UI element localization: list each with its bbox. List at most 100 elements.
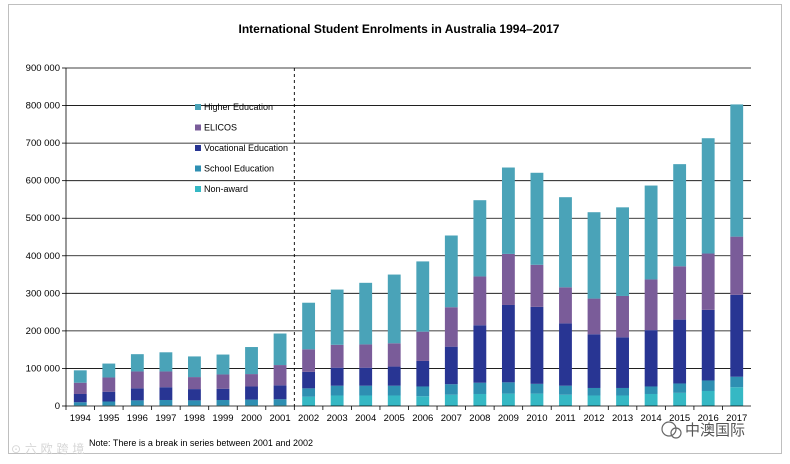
- bar-non-award-2007: [444, 394, 458, 406]
- legend-label: Vocational Education: [204, 143, 288, 153]
- bar-non-award-2014: [644, 393, 658, 406]
- bar-higher-education-2012: [587, 212, 601, 299]
- bar-non-award-2003: [330, 395, 344, 406]
- bar-higher-education-2015: [673, 164, 687, 267]
- bar-non-award-2008: [473, 393, 487, 406]
- bar-school-education-2011: [559, 385, 572, 395]
- bar-vocational-education-2009: [501, 304, 515, 383]
- x-tick-label: 1996: [127, 413, 148, 424]
- legend-swatch: [195, 124, 201, 131]
- bar-vocational-education-2008: [473, 325, 487, 383]
- bar-school-education-2002: [302, 388, 316, 397]
- y-tick-label: 800 000: [26, 101, 60, 112]
- x-tick-label: 2006: [412, 413, 433, 424]
- bar-higher-education-1994: [73, 370, 87, 383]
- watermark-right-text: 中澳国际: [685, 421, 745, 439]
- y-tick-label: 500 000: [26, 213, 60, 224]
- bar-vocational-education-1996: [130, 388, 144, 401]
- bar-elicos-2001: [273, 365, 287, 386]
- bar-school-education-2014: [644, 386, 658, 394]
- bar-elicos-2006: [416, 331, 430, 361]
- legend-label: Non-award: [204, 184, 248, 194]
- bar-non-award-2016: [701, 390, 715, 406]
- bar-elicos-2004: [359, 344, 373, 368]
- bar-higher-education-2016: [701, 138, 715, 254]
- bar-elicos-2013: [616, 295, 629, 338]
- chart-frame: International Student Enrolments in Aust…: [8, 4, 782, 455]
- bar-elicos-2014: [644, 279, 658, 331]
- bar-elicos-1998: [188, 377, 201, 390]
- bar-school-education-2001: [273, 399, 287, 406]
- bar-school-education-2003: [330, 385, 344, 396]
- bar-school-education-1996: [130, 400, 144, 406]
- bar-vocational-education-2013: [616, 337, 629, 388]
- x-tick-label: 2009: [498, 413, 519, 424]
- x-tick-label: 2012: [583, 413, 604, 424]
- bar-higher-education-2017: [730, 104, 744, 237]
- bar-non-award-2006: [416, 396, 430, 406]
- chart-title: International Student Enrolments in Aust…: [239, 22, 560, 36]
- bar-higher-education-2004: [359, 282, 373, 345]
- bar-vocational-education-2000: [245, 386, 258, 400]
- y-tick-label: 300 000: [26, 288, 60, 299]
- bar-non-award-2011: [559, 394, 572, 406]
- x-tick-label: 2008: [469, 413, 490, 424]
- bar-elicos-1994: [73, 382, 87, 394]
- bar-school-education-1994: [73, 402, 87, 406]
- bar-vocational-education-2001: [273, 385, 287, 400]
- legend-swatch: [195, 165, 201, 172]
- bar-school-education-1998: [188, 400, 201, 406]
- bar-vocational-education-1997: [159, 387, 173, 400]
- x-tick-label: 1997: [155, 413, 176, 424]
- bar-school-education-1995: [102, 401, 116, 406]
- y-tick-label: 0: [55, 401, 60, 412]
- bar-elicos-2007: [444, 307, 458, 347]
- legend-label: School Education: [204, 164, 274, 174]
- bar-elicos-2017: [730, 236, 744, 295]
- x-tick-label: 1998: [184, 413, 205, 424]
- bar-non-award-2013: [616, 395, 629, 406]
- bar-elicos-2012: [587, 298, 601, 335]
- bar-elicos-2011: [559, 287, 572, 324]
- bar-school-education-2008: [473, 382, 487, 394]
- bar-vocational-education-1999: [216, 388, 230, 400]
- x-tick-label: 2014: [641, 413, 662, 424]
- bar-higher-education-2009: [501, 167, 515, 254]
- bar-school-education-2013: [616, 387, 629, 396]
- bar-elicos-1996: [130, 371, 144, 389]
- bar-vocational-education-2005: [387, 366, 401, 386]
- x-tick-label: 2010: [526, 413, 547, 424]
- x-tick-label: 2002: [298, 413, 319, 424]
- watermark-right: 中澳国际: [661, 421, 745, 439]
- bar-elicos-1995: [102, 377, 116, 392]
- chart-svg: International Student Enrolments in Aust…: [11, 22, 751, 455]
- bar-vocational-education-1994: [73, 393, 87, 403]
- bar-higher-education-1996: [130, 354, 144, 372]
- chart-note: Note: There is a break in series between…: [89, 438, 313, 448]
- legend-swatch: [195, 145, 201, 151]
- bar-vocational-education-1998: [188, 389, 201, 401]
- bar-vocational-education-2011: [559, 323, 572, 386]
- bar-higher-education-2008: [473, 200, 487, 277]
- x-tick-label: 2015: [669, 413, 690, 424]
- bar-higher-education-1998: [188, 356, 201, 378]
- bar-school-education-2005: [387, 385, 401, 396]
- x-tick-label: 2016: [698, 413, 719, 424]
- bar-vocational-education-2016: [701, 309, 715, 381]
- y-tick-label: 200 000: [26, 326, 60, 337]
- grid-layer: [66, 67, 751, 369]
- bar-vocational-education-2003: [330, 367, 344, 386]
- bar-school-education-1999: [216, 399, 230, 406]
- bar-vocational-education-2010: [530, 306, 544, 384]
- x-tick-label: 2004: [355, 413, 376, 424]
- bar-school-education-2007: [444, 384, 458, 395]
- x-tick-label: 2003: [327, 413, 348, 424]
- bar-non-award-2015: [673, 392, 687, 406]
- bar-higher-education-1999: [216, 354, 230, 375]
- x-tick-label: 2011: [555, 413, 575, 424]
- y-tick-label: 400 000: [26, 251, 60, 262]
- wechat-icon-inner: [670, 427, 682, 439]
- x-tick-label: 2013: [612, 413, 633, 424]
- bar-vocational-education-2014: [644, 330, 658, 387]
- bar-higher-education-2007: [444, 235, 458, 308]
